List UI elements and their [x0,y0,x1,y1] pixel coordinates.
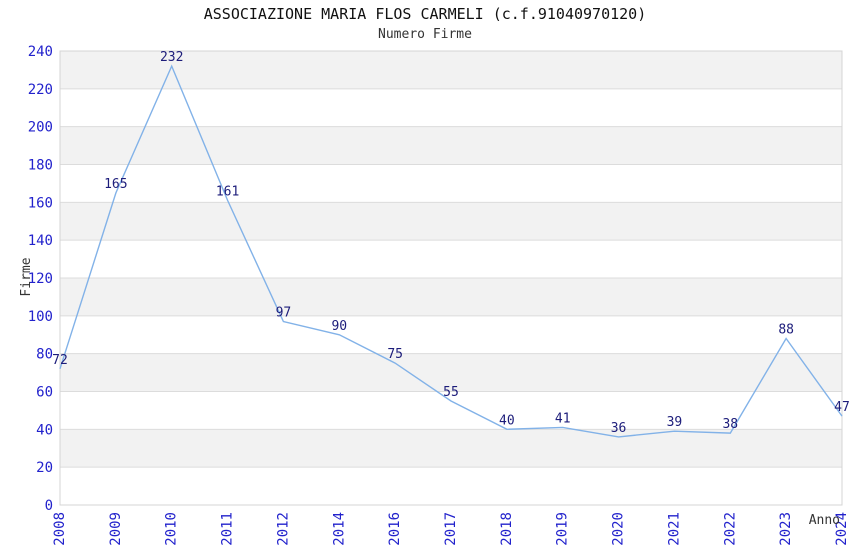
data-point-label: 55 [443,385,459,400]
y-tick-label: 240 [28,44,53,60]
x-tick-label: 2017 [443,512,459,546]
y-axis-title: Firme [19,257,34,296]
data-point-label: 40 [499,413,515,428]
x-tick-label: 2021 [666,512,682,546]
y-tick-label: 220 [28,82,53,98]
plot-border [59,50,843,506]
plot-band [60,353,842,392]
x-tick-label: 2016 [387,512,403,546]
x-tick-label: 2008 [52,512,68,546]
data-point-label: 72 [52,353,68,368]
data-point-label: 161 [216,184,239,199]
y-tick-label: 80 [36,347,53,363]
y-tick-label: 180 [28,158,53,174]
plot-band [60,278,842,316]
chart-subtitle: Numero Firme [378,27,472,42]
x-tick-label: 2011 [220,512,236,546]
plot-band [60,126,842,165]
data-point-label: 41 [555,411,571,426]
data-point-label: 47 [834,400,850,415]
x-tick-label: 2019 [555,512,571,546]
x-axis-title: Anno [809,513,840,528]
y-tick-label: 20 [36,460,53,476]
y-tick-label: 140 [28,233,53,249]
x-tick-label: 2009 [108,512,124,546]
x-tick-label: 2024 [834,512,850,546]
data-point-label: 38 [722,417,738,432]
data-point-label: 88 [778,323,794,338]
y-tick-label: 100 [28,309,53,325]
x-tick-label: 2010 [164,512,180,546]
x-tick-label: 2012 [275,512,291,546]
data-point-label: 97 [276,306,292,321]
data-point-label: 165 [104,177,127,192]
x-tick-label: 2023 [778,512,794,546]
y-tick-label: 60 [36,385,53,401]
data-point-label: 36 [611,421,627,436]
y-tick-label: 160 [28,195,53,211]
x-tick-label: 2018 [499,512,515,546]
y-tick-label: 0 [45,498,53,514]
data-point-label: 39 [667,415,683,430]
y-tick-label: 40 [36,422,53,438]
chart-title: ASSOCIAZIONE MARIA FLOS CARMELI (c.f.910… [203,5,647,23]
y-tick-label: 120 [28,271,53,287]
plot-band [60,202,842,241]
x-tick-label: 2014 [331,512,347,546]
x-tick-label: 2022 [722,512,738,546]
y-tick-label: 200 [28,120,53,136]
x-tick-label: 2020 [611,512,627,546]
plot-band [60,51,842,89]
data-line [59,64,843,438]
data-point-label: 232 [160,50,183,65]
plot-band [60,429,842,468]
data-point-label: 90 [331,319,347,334]
data-point-label: 75 [387,347,403,362]
